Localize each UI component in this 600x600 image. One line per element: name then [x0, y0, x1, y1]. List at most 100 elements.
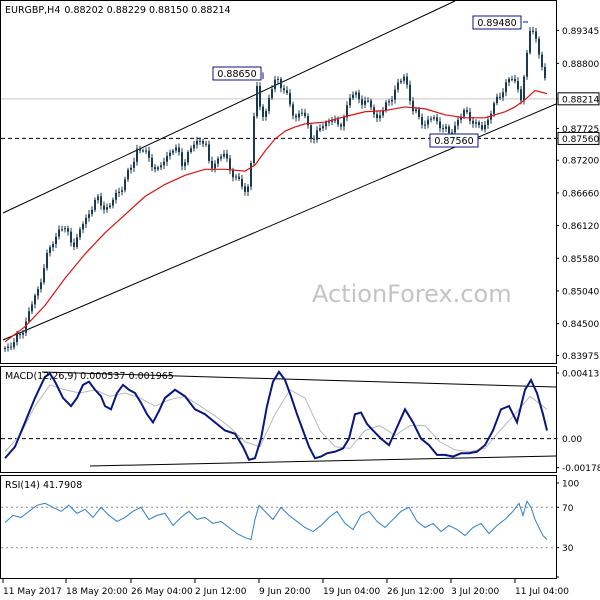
candle-body: [439, 121, 441, 129]
candle-body: [451, 132, 453, 134]
y-tick-label: 0.86660: [562, 189, 599, 199]
candle-body: [157, 167, 159, 170]
candle-body: [250, 163, 252, 187]
candle-body: [520, 89, 522, 101]
y-tick-label: 0.87725: [562, 125, 599, 135]
candle-body: [310, 125, 312, 139]
candle-body: [529, 30, 531, 53]
macd-layer: [1, 370, 557, 467]
candle-body: [463, 110, 465, 117]
y-tick-label: 0.004136: [562, 370, 600, 380]
candle-body: [88, 214, 90, 219]
candle-body: [106, 207, 108, 210]
x-tick-label: 26 May 04:00: [131, 587, 193, 597]
candle-body: [502, 92, 504, 98]
candle-body: [55, 236, 57, 245]
candle-body: [28, 311, 30, 322]
annotation-low-0-8756: 0.87560: [434, 136, 473, 147]
candle-body: [355, 92, 357, 95]
candle-body: [73, 242, 75, 247]
candle-body: [307, 116, 309, 126]
candle-body: [61, 229, 63, 231]
candle-body: [484, 124, 486, 130]
y-tick-label: 0.86120: [562, 222, 599, 232]
candle-body: [400, 80, 402, 83]
rsi-layer: [1, 500, 556, 549]
candle-body: [169, 152, 171, 156]
y-tick-label: 0.88800: [562, 60, 599, 70]
x-tick-label: 18 May 20:00: [66, 587, 128, 597]
candle-body: [343, 117, 345, 127]
candle-body: [100, 196, 102, 206]
candle-body: [496, 96, 498, 104]
candle-body: [358, 92, 360, 100]
rsi-line: [4, 500, 548, 541]
candle-body: [481, 125, 483, 130]
candle-body: [181, 152, 183, 167]
candle-body: [91, 209, 93, 215]
candle-body: [112, 199, 114, 206]
rsi-label: RSI(14) 41.7908: [5, 480, 82, 491]
candle-body: [352, 94, 354, 99]
candle-body: [211, 160, 213, 169]
candle-body: [97, 196, 99, 201]
candle-body: [268, 98, 270, 111]
candle-body: [472, 120, 474, 124]
candle-body: [127, 169, 129, 180]
candle-body: [253, 116, 255, 164]
candle-body: [430, 118, 432, 120]
candle-body: [340, 124, 342, 127]
x-tick-label: 19 Jun 04:00: [323, 587, 380, 597]
candle-body: [4, 347, 6, 349]
candle-body: [370, 100, 372, 108]
candle-body: [148, 150, 150, 158]
candle-body: [124, 179, 126, 191]
watermark: ActionForex.com: [312, 280, 512, 308]
candle-body: [226, 153, 228, 159]
y-tick-label: -0.001782: [562, 464, 600, 474]
candle-body: [187, 151, 189, 163]
candle-body: [259, 86, 261, 107]
annotation-high-0-8865: 0.88650: [217, 69, 256, 80]
candle-body: [163, 161, 165, 166]
y-tick-label: 0.83975: [562, 352, 599, 362]
annotation-high-0-8865-box: [212, 66, 262, 81]
candle-body: [379, 115, 381, 119]
candle-body: [409, 84, 411, 101]
candle-body: [172, 150, 174, 153]
candle-body: [433, 117, 435, 119]
candle-body: [139, 148, 141, 151]
candle-body: [475, 122, 477, 124]
candle-body: [328, 121, 330, 123]
candle-body: [397, 82, 399, 90]
candle-body: [334, 119, 336, 121]
y-tick-label: 70: [562, 504, 574, 514]
candle-body: [13, 342, 15, 348]
candle-body: [190, 148, 192, 152]
price-panel-frame: [0, 0, 557, 364]
candle-body: [487, 119, 489, 125]
candle-body: [115, 192, 117, 200]
candle-body: [514, 78, 516, 82]
x-tick-label: 11 May 2017: [3, 587, 62, 597]
symbol-label: EURGBP,H4 0.88202 0.88229 0.88150 0.88214: [5, 5, 231, 16]
candle-body: [142, 150, 144, 152]
candle-body: [25, 321, 27, 333]
y-tick-label: 0.88214: [562, 95, 599, 105]
candle-body: [238, 176, 240, 179]
candle-body: [34, 295, 36, 305]
candle-body: [454, 125, 456, 133]
candle-body: [280, 79, 282, 89]
candle-body: [331, 120, 333, 122]
candle-body: [517, 81, 519, 90]
macd-panel-frame: [0, 366, 557, 473]
candle-body: [292, 104, 294, 116]
candle-body: [361, 99, 363, 105]
rsi-panel-frame: [0, 475, 557, 579]
candle-body: [196, 140, 198, 145]
candle-body: [319, 128, 321, 131]
candle-body: [469, 111, 471, 121]
candle-body: [16, 334, 18, 343]
candle-body: [193, 144, 195, 149]
